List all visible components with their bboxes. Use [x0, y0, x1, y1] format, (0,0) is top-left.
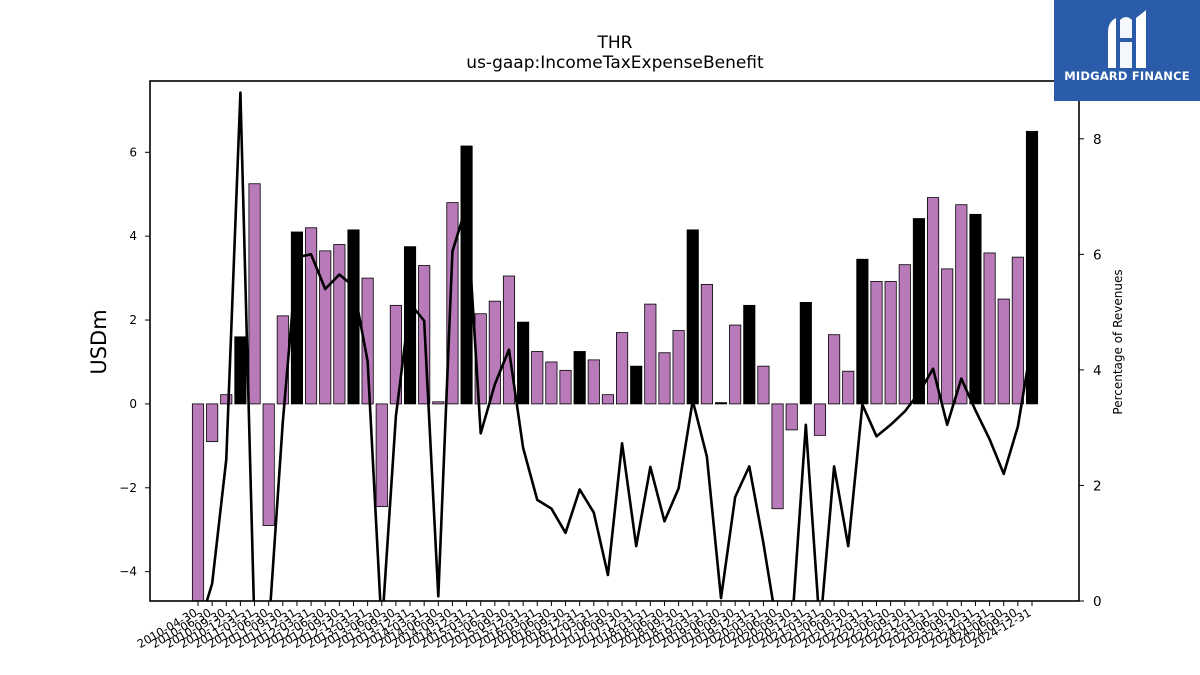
bar-2010-04-30 [191, 403, 205, 602]
y-tick-label: −2 [119, 481, 137, 495]
y-tick-label: −4 [119, 565, 137, 579]
bar-2016-09-30 [559, 369, 572, 405]
bar-2010-12-31 [234, 336, 247, 405]
bar-2012-09-30 [333, 244, 346, 405]
bar-2016-12-31 [573, 351, 586, 405]
bar-2013-03-31 [361, 277, 374, 405]
bar-2016-06-30 [545, 361, 558, 405]
y2-tick-label: 0 [1093, 594, 1102, 610]
bar-2018-09-30 [672, 330, 685, 405]
plot-frame [149, 80, 1080, 602]
y-tick-label: 0 [129, 397, 137, 411]
bar-2020-06-30 [771, 403, 784, 510]
line-series [205, 91, 1034, 601]
bar-2020-12-31 [799, 302, 812, 405]
bar-2012-06-30 [319, 250, 332, 405]
bar-2024-06-30 [997, 298, 1010, 405]
bar-2012-12-31 [347, 229, 360, 405]
y-axis-label: USDm [87, 309, 111, 374]
brand-logo: MIDGARD FINANCE [1054, 0, 1200, 101]
bar-2020-03-31 [757, 365, 770, 405]
bar-2012-03-31 [305, 227, 318, 405]
bar-series [191, 130, 1039, 602]
bar-2014-06-30 [432, 401, 445, 405]
midgard-logo-icon [1108, 10, 1146, 68]
y-tick-label: 6 [129, 145, 137, 159]
revenue-percentage-line [205, 91, 1034, 601]
bar-2022-03-31 [870, 281, 883, 405]
y2-tick-label: 4 [1093, 363, 1102, 379]
y2-tick-label: 8 [1093, 132, 1102, 148]
bar-2021-12-31 [856, 258, 869, 405]
bar-2022-12-31 [912, 218, 925, 405]
bar-2020-09-30 [785, 403, 798, 431]
bar-2019-06-30 [714, 402, 728, 405]
bar-2018-03-31 [644, 303, 657, 405]
y2-tick-label: 6 [1093, 247, 1102, 263]
bar-2022-06-30 [884, 281, 897, 405]
bar-2011-03-31 [248, 183, 261, 405]
bar-2013-06-30 [375, 403, 388, 508]
bar-2017-09-30 [616, 332, 629, 405]
bar-2024-12-31 [1025, 130, 1039, 405]
bar-2015-09-30 [502, 275, 516, 405]
bar-2021-06-30 [828, 334, 841, 405]
bar-2013-09-30 [389, 304, 402, 405]
bar-2024-09-30 [1011, 256, 1024, 405]
bar-2019-12-31 [743, 304, 756, 405]
chart-subtitle: us-gaap:IncomeTaxExpenseBenefit [466, 53, 764, 73]
chart-title: THR [597, 33, 633, 53]
brand-name: MIDGARD FINANCE [1064, 69, 1190, 83]
y-axis-left: −4 −2 0 2 4 6 [119, 145, 150, 579]
bar-2011-06-30 [262, 403, 275, 526]
bar-2019-03-31 [700, 283, 713, 405]
y-tick-label: 2 [129, 313, 137, 327]
bar-2015-06-30 [488, 300, 501, 405]
bar-2013-12-31 [403, 246, 417, 405]
bar-2014-09-30 [446, 202, 459, 405]
bar-2021-03-31 [813, 403, 827, 436]
bar-2014-12-31 [460, 145, 473, 405]
y2-axis-label: Percentage of Revenues [1111, 269, 1125, 414]
y-axis-right: 0 2 4 6 8 [1079, 132, 1102, 610]
y-tick-label: 4 [129, 229, 137, 243]
y2-tick-label: 2 [1093, 478, 1102, 494]
bar-2010-09-30 [220, 394, 233, 405]
bar-2010-06-30 [206, 403, 219, 443]
bar-2022-09-30 [898, 264, 911, 405]
bar-2021-09-30 [842, 370, 855, 405]
bar-2016-03-31 [531, 351, 544, 405]
x-axis: 2010-04-302010-06-302010-09-302010-12-31… [135, 601, 1034, 651]
bar-2019-09-30 [729, 324, 742, 405]
bar-2023-09-30 [955, 204, 968, 405]
bar-2024-03-31 [983, 252, 996, 405]
bar-2023-12-31 [969, 213, 982, 405]
bar-2017-06-30 [601, 394, 614, 405]
bar-2015-12-31 [517, 321, 530, 405]
bar-2023-03-31 [927, 197, 940, 405]
bar-2017-03-31 [587, 359, 600, 405]
bar-2018-06-30 [658, 352, 671, 405]
bar-2023-06-30 [941, 268, 954, 405]
bar-2018-12-31 [686, 229, 699, 405]
bar-2017-12-31 [630, 365, 643, 405]
